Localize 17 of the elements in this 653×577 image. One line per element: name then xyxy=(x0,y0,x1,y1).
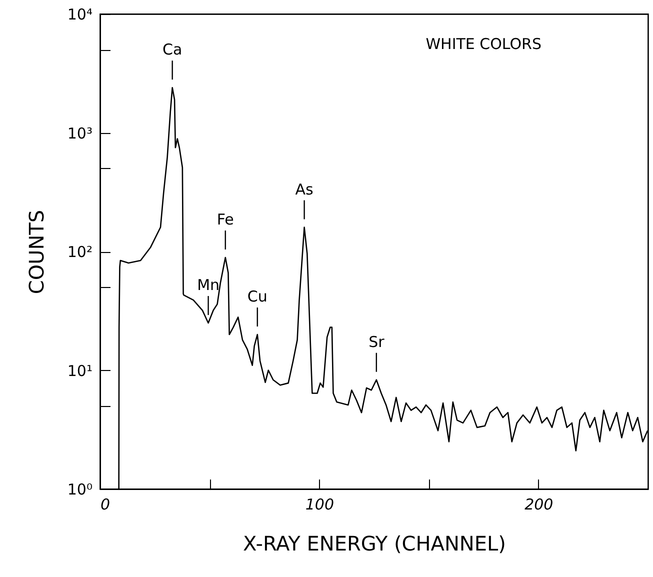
x-axis-title: X-RAY ENERGY (CHANNEL) xyxy=(243,532,506,556)
y-tick-label: 10³ xyxy=(67,124,92,142)
annotation: Fe xyxy=(216,210,234,229)
annotation: As xyxy=(295,180,314,198)
annotation: Sr xyxy=(368,332,386,351)
y-axis-title: COUNTS xyxy=(24,210,48,294)
y-tick-label: 10⁴ xyxy=(67,6,92,24)
y-tick-label: 10¹ xyxy=(67,362,92,380)
x-tick-label: 100 xyxy=(305,496,334,514)
y-tick-label: 10⁰ xyxy=(67,480,92,498)
y-tick-label: 10² xyxy=(67,243,92,261)
x-tick-label: 0 xyxy=(100,496,110,514)
annotation: WHITE COLORS xyxy=(426,35,542,53)
annotation: Mn xyxy=(197,276,220,294)
x-tick-label: 200 xyxy=(524,496,554,514)
annotation: Cu xyxy=(247,288,268,306)
annotation: Ca xyxy=(162,40,182,59)
